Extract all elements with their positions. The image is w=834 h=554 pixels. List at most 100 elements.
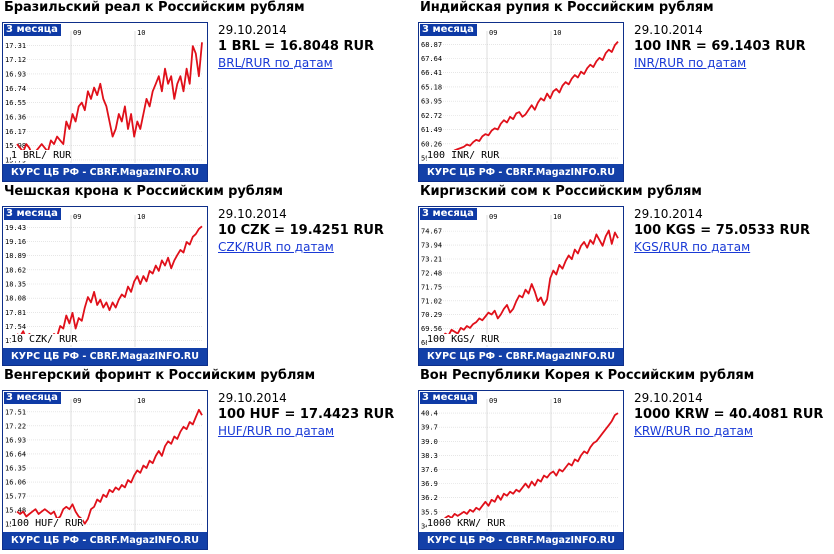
widget-title: Вон Республики Корея к Российским рублям [420,368,755,383]
y-tick-label: 15.77 [5,493,26,501]
widget-title: Индийская рупия к Российским рублям [420,0,714,15]
y-tick-label: 19.43 [5,224,26,232]
currency-pair-label: 100 KGS/ RUR [427,334,500,345]
period-label: 3 месяца [422,208,474,219]
period-label: 3 месяца [422,24,474,35]
y-tick-label: 60.26 [421,140,442,148]
month-label: 09 [489,213,497,221]
y-tick-label: 63.95 [421,98,442,106]
month-label: 10 [137,397,145,405]
period-label: 3 месяца [6,24,58,35]
rate-series-line [16,408,203,525]
y-tick-label: 16.35 [5,465,26,473]
widget-title: Чешская крона к Российским рублям [4,184,283,199]
period-selector[interactable]: 3 месяца [420,24,477,36]
rate-info: 29.10.2014 100 KGS = 75.0533 RUR KGS/RUR… [634,206,810,255]
y-tick-label: 68.87 [421,41,442,49]
y-tick-label: 65.18 [421,83,442,91]
y-tick-label: 17.81 [5,309,26,317]
chart-footer[interactable]: КУРС ЦБ РФ - CBRF.MagazINFO.RU [3,164,207,181]
rate-date: 29.10.2014 [218,391,287,405]
rate-chart[interactable]: 19.43 19.16 18.89 18.62 18.35 18.08 17.81 17.54… [2,206,208,366]
period-selector[interactable]: 3 месяца [4,392,61,404]
y-tick-label: 17.51 [5,408,26,416]
history-link[interactable]: HUF/RUR по датам [218,424,335,438]
rate-series-line [432,229,619,343]
month-label: 09 [73,397,81,405]
rate-value: 100 KGS = 75.0533 RUR [634,223,811,238]
rate-info: 29.10.2014 1 BRL = 16.8048 RUR BRL/RUR п… [218,22,374,71]
y-tick-label: 39.7 [421,424,438,432]
period-selector[interactable]: 3 месяца [420,208,477,220]
chart-footer[interactable]: КУРС ЦБ РФ - CBRF.MagazINFO.RU [3,532,207,549]
currency-pair-label: 1000 KRW/ RUR [427,518,506,529]
y-tick-label: 39.0 [421,438,438,446]
rate-chart[interactable]: 40.439.739.038.337.636.936.235.534.80910… [418,390,624,550]
rate-chart[interactable]: 74.67 73.94 73.21 72.48 71.75 71.02 70.29 69.56… [418,206,624,366]
rate-value: 100 INR = 69.1403 RUR [634,39,806,54]
chart-footer[interactable]: КУРС ЦБ РФ - CBRF.MagazINFO.RU [419,164,623,181]
period-label: 3 месяца [422,392,474,403]
y-tick-label: 70.29 [421,311,442,319]
rate-chart[interactable]: 17.31 17.12 16.93 16.74 16.55 16.36 16.17 15.98… [2,22,208,182]
rate-chart[interactable]: 68.87 67.64 66.41 65.18 63.95 62.72 61.49 60.26… [418,22,624,182]
rate-widget-huf: Венгерский форинт к Российским рублям 17… [0,368,418,553]
period-label: 3 месяца [6,392,58,403]
y-tick-label: 16.17 [5,128,26,136]
month-label: 10 [137,29,145,37]
rate-value: 10 CZK = 19.4251 RUR [218,223,384,238]
rate-info: 29.10.2014 100 HUF = 17.4423 RUR HUF/RUR… [218,390,394,439]
y-tick-label: 71.75 [421,283,442,291]
history-link[interactable]: BRL/RUR по датам [218,56,333,70]
history-link[interactable]: INR/RUR по датам [634,56,747,70]
widget-title: Бразильский реал к Российским рублям [4,0,305,15]
period-selector[interactable]: 3 месяца [420,392,477,404]
chart-footer[interactable]: КУРС ЦБ РФ - CBRF.MagazINFO.RU [419,532,623,549]
y-tick-label: 16.36 [5,113,26,121]
currency-pair-label: 100 HUF/ RUR [11,518,84,529]
period-selector[interactable]: 3 месяца [4,208,61,220]
rate-date: 29.10.2014 [634,391,703,405]
month-label: 10 [553,397,561,405]
rate-chart[interactable]: 17.51 17.22 16.93 16.64 16.35 16.06 15.77 15.48… [2,390,208,550]
month-label: 09 [489,29,497,37]
month-label: 09 [73,213,81,221]
y-tick-label: 16.93 [5,70,26,78]
y-tick-label: 73.94 [421,242,442,250]
y-tick-label: 37.6 [421,466,438,474]
rate-series-line [432,41,619,157]
y-tick-label: 17.31 [5,42,26,50]
y-tick-label: 36.2 [421,494,438,502]
rate-widget-kgs: Киргизский сом к Российским рублям 74.67… [416,184,834,369]
y-tick-label: 16.93 [5,436,26,444]
y-tick-label: 15.98 [5,142,26,150]
y-tick-label: 17.54 [5,323,26,331]
rate-info: 29.10.2014 1000 KRW = 40.4081 RUR KRW/RU… [634,390,823,439]
y-tick-label: 16.74 [5,85,26,93]
y-tick-label: 18.08 [5,295,26,303]
history-link[interactable]: CZK/RUR по датам [218,240,334,254]
rate-date: 29.10.2014 [218,23,287,37]
y-tick-label: 18.89 [5,252,26,260]
y-tick-label: 74.67 [421,228,442,236]
currency-pair-label: 10 CZK/ RUR [11,334,78,345]
month-label: 09 [73,29,81,37]
rate-value: 1 BRL = 16.8048 RUR [218,39,375,54]
history-link[interactable]: KGS/RUR по датам [634,240,751,254]
y-tick-label: 19.16 [5,238,26,246]
period-selector[interactable]: 3 месяца [4,24,61,36]
y-tick-label: 18.62 [5,266,26,274]
rate-widget-krw: Вон Республики Корея к Российским рублям… [416,368,834,553]
rate-info: 29.10.2014 100 INR = 69.1403 RUR INR/RUR… [634,22,806,71]
period-label: 3 месяца [6,208,58,219]
rate-widget-czk: Чешская крона к Российским рублям 19.43 1… [0,184,418,369]
chart-footer[interactable]: КУРС ЦБ РФ - CBRF.MagazINFO.RU [419,348,623,365]
history-link[interactable]: KRW/RUR по датам [634,424,753,438]
rate-widget-inr: Индийская рупия к Российским рублям 68.8… [416,0,834,185]
y-tick-label: 36.9 [421,480,438,488]
rate-widget-brl: Бразильский реал к Российским рублям 17.… [0,0,418,185]
rate-date: 29.10.2014 [634,23,703,37]
chart-footer[interactable]: КУРС ЦБ РФ - CBRF.MagazINFO.RU [3,348,207,365]
y-tick-label: 17.12 [5,56,26,64]
